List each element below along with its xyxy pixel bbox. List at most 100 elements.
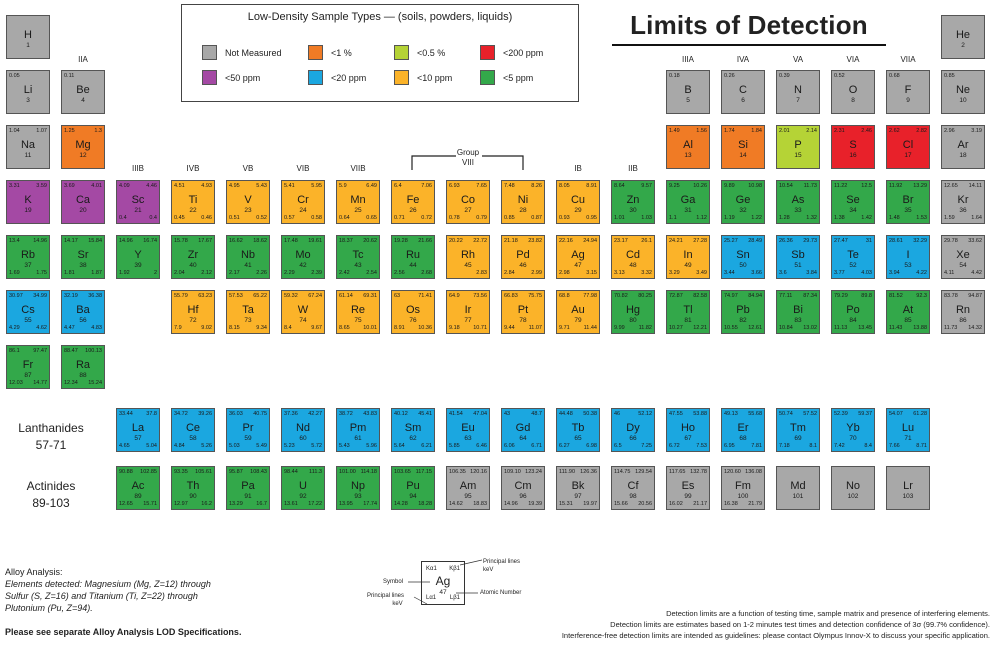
element-la: 2.29 xyxy=(284,270,295,276)
element-num: 89 xyxy=(134,493,142,500)
element-lb: 5.26 xyxy=(201,443,212,449)
element-ka: 98.44 xyxy=(284,469,298,475)
element-lb: 0.95 xyxy=(586,215,597,221)
element-ka: 0.68 xyxy=(889,73,900,79)
element-num: 9 xyxy=(906,97,910,104)
element-kb: 73.56 xyxy=(473,293,487,299)
element-la: 6.95 xyxy=(724,443,735,449)
element-ka: 74.97 xyxy=(724,293,738,299)
element-ka: 5.41 xyxy=(284,183,295,189)
element-lb: 6.21 xyxy=(421,443,432,449)
element-cell-np: 101.00 114.18 Np 93 13.95 17.74 xyxy=(336,466,380,510)
element-la: 0.51 xyxy=(229,215,240,221)
actinides-range: 89-103 xyxy=(32,496,70,510)
legend-swatch xyxy=(480,45,495,60)
element-cell-cd: 23.17 26.1 Cd 48 3.13 3.32 xyxy=(611,235,655,279)
element-kb: 48.7 xyxy=(531,411,542,417)
element-cell-sr: 14.17 15.84 Sr 38 1.81 1.87 xyxy=(61,235,105,279)
element-cell-nb: 16.62 18.62 Nb 41 2.17 2.26 xyxy=(226,235,270,279)
element-lb: 0.4 xyxy=(149,215,157,221)
element-la: 7.9 xyxy=(174,325,182,331)
element-kb: 100.13 xyxy=(85,348,102,354)
element-la: 10.27 xyxy=(669,325,683,331)
element-lb: 5.72 xyxy=(311,443,322,449)
element-la: 2.84 xyxy=(504,270,515,276)
legend: Low-Density Sample Types — (soils, powde… xyxy=(181,4,579,102)
element-ka: 37.36 xyxy=(284,411,298,417)
alloy-see-note: Please see separate Alloy Analysis LOD S… xyxy=(5,627,242,637)
element-num: 83 xyxy=(794,317,802,324)
element-cell-gd: 43 48.7 Gd 64 6.06 6.71 xyxy=(501,408,545,452)
lanthanides-name: Lanthanides xyxy=(18,421,84,435)
element-num: 53 xyxy=(904,262,912,269)
element-sym: Co xyxy=(460,194,476,206)
element-cell-cf: 114.75 129.54 Cf 98 15.66 20.56 xyxy=(611,466,655,510)
element-num: 24 xyxy=(299,207,307,214)
group-viii-bracket xyxy=(411,155,524,170)
element-num: 61 xyxy=(354,435,362,442)
element-kb: 9.57 xyxy=(641,183,652,189)
element-lb: 14.32 xyxy=(968,325,982,331)
element-ka: 59.32 xyxy=(284,293,298,299)
element-cell-pu: 103.65 117.15 Pu 94 14.28 18.28 xyxy=(391,466,435,510)
element-lb: 8.71 xyxy=(916,443,927,449)
group-label-vb: VB xyxy=(242,164,254,173)
group-label-iiia: IIIA xyxy=(681,55,694,64)
element-ka: 25.27 xyxy=(724,238,738,244)
element-kb: 10.98 xyxy=(748,183,762,189)
element-cell-b: 0.18 B 5 xyxy=(666,70,710,114)
element-num: 33 xyxy=(794,207,802,214)
element-la: 5.85 xyxy=(449,443,460,449)
legend-swatch xyxy=(308,45,323,60)
element-la: 3.6 xyxy=(779,270,787,276)
element-sym: Zr xyxy=(187,249,199,261)
element-num: 92 xyxy=(299,493,307,500)
element-sym: Mn xyxy=(350,194,366,206)
element-sym: Th xyxy=(186,480,200,492)
element-lb: 0.52 xyxy=(256,215,267,221)
element-lb: 2.26 xyxy=(256,270,267,276)
element-cell-ho: 47.55 53.88 Ho 67 6.72 7.53 xyxy=(666,408,710,452)
element-cell-lr: Lr 103 xyxy=(886,466,930,510)
element-sym: Pb xyxy=(736,304,750,316)
element-la: 12.97 xyxy=(174,501,188,507)
element-lb: 4.42 xyxy=(971,270,982,276)
element-num: 77 xyxy=(464,317,472,324)
element-sym: Po xyxy=(846,304,860,316)
element-ka: 2.96 xyxy=(944,128,955,134)
element-kb: 126.36 xyxy=(580,469,597,475)
element-la: 7.66 xyxy=(889,443,900,449)
element-lb: 0.46 xyxy=(201,215,212,221)
element-lb: 10.36 xyxy=(418,325,432,331)
element-la: 4.65 xyxy=(119,443,130,449)
element-la: 9.99 xyxy=(614,325,625,331)
element-num: 75 xyxy=(354,317,362,324)
element-kb: 75.75 xyxy=(528,293,542,299)
element-ka: 4.51 xyxy=(174,183,185,189)
element-cell-lu: 54.07 61.28 Lu 71 7.66 8.71 xyxy=(886,408,930,452)
element-num: 37 xyxy=(24,262,32,269)
element-num: 69 xyxy=(794,435,802,442)
key-principal-bottom: Principal lines keV xyxy=(367,592,404,608)
element-num: 59 xyxy=(244,435,252,442)
element-kb: 8.26 xyxy=(531,183,542,189)
element-num: 84 xyxy=(849,317,857,324)
element-la: 3.94 xyxy=(889,270,900,276)
element-cell-es: 117.65 132.78 Es 99 16.02 21.17 xyxy=(666,466,710,510)
actinides-name: Actinides xyxy=(26,479,76,493)
element-lb: 19.39 xyxy=(528,501,542,507)
element-la: 5.43 xyxy=(339,443,350,449)
element-lb: 6.71 xyxy=(531,443,542,449)
element-sym: Na xyxy=(20,139,36,151)
element-la: 11.73 xyxy=(944,325,958,331)
element-num: 1 xyxy=(26,42,30,49)
element-ka: 3.69 xyxy=(64,183,75,189)
element-num: 58 xyxy=(189,435,197,442)
element-kb: 14.96 xyxy=(33,238,47,244)
element-kb: 27.28 xyxy=(693,238,707,244)
element-num: 8 xyxy=(851,97,855,104)
element-ka: 4.95 xyxy=(229,183,240,189)
element-cell-y: 14.96 16.74 Y 39 1.92 2 xyxy=(116,235,160,279)
element-la: 0.45 xyxy=(174,215,185,221)
element-lb: 2 xyxy=(153,270,157,276)
